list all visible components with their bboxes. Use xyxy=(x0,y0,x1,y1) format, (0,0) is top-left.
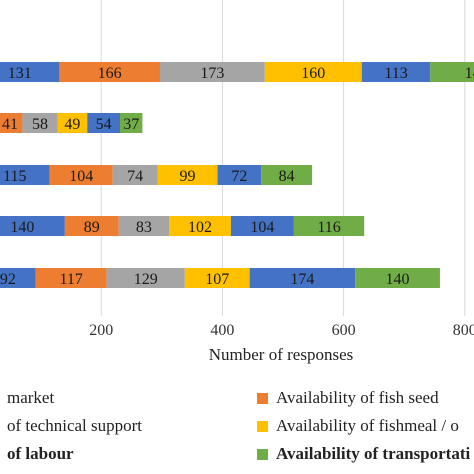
bar-segment xyxy=(217,165,262,185)
bar-segment xyxy=(430,62,474,82)
bar-segment xyxy=(261,165,313,185)
bar-segment xyxy=(87,113,120,133)
x-tick-label: 600 xyxy=(332,322,356,339)
bar-segment xyxy=(230,216,294,236)
data-label: 72 xyxy=(231,168,247,185)
legend-item-technical-support: of technical support xyxy=(0,416,142,436)
x-tick-label: 800 xyxy=(453,322,474,339)
legend-item-transportation: Availability of transportati xyxy=(257,444,470,464)
data-label: 131 xyxy=(8,65,32,82)
bar-segment xyxy=(0,216,65,236)
data-label: 99 xyxy=(180,168,196,185)
bar-segment xyxy=(293,216,365,236)
gridlines xyxy=(100,0,466,316)
bar-segment xyxy=(264,62,362,82)
legend-swatch xyxy=(257,420,268,432)
data-label: 84 xyxy=(279,168,295,185)
legend-label: market xyxy=(7,388,55,407)
bar-segment xyxy=(106,268,185,288)
bar-segment xyxy=(49,165,113,185)
data-label: 54 xyxy=(96,116,112,133)
data-label: 92 xyxy=(0,271,16,288)
data-label: 160 xyxy=(301,65,325,82)
bar-segment xyxy=(59,62,160,82)
data-label: 83 xyxy=(136,219,152,236)
data-label: 116 xyxy=(317,219,340,236)
bar-segment xyxy=(118,216,170,236)
bar-segment xyxy=(0,165,50,185)
bar-segment xyxy=(249,268,356,288)
legend-label: of technical support xyxy=(7,416,143,435)
bar-segment xyxy=(112,165,158,185)
bar-segment xyxy=(184,268,250,288)
x-axis-title: Number of responses xyxy=(209,345,353,364)
data-label: 49 xyxy=(64,116,80,133)
data-label: 14 xyxy=(465,65,474,82)
legend-label: of labour xyxy=(7,444,74,463)
data-label: 173 xyxy=(200,65,224,82)
legend-item-market: market xyxy=(0,388,54,408)
data-label: 89 xyxy=(84,219,100,236)
bars-group xyxy=(0,62,474,288)
data-label: 140 xyxy=(386,271,410,288)
data-label: 74 xyxy=(127,168,143,185)
bar-segment xyxy=(355,268,440,288)
data-label: 104 xyxy=(69,168,93,185)
bar-segment xyxy=(57,113,88,133)
legend-swatch xyxy=(257,448,268,460)
data-labels: 1311661731601131494158495437115104749972… xyxy=(0,65,474,288)
data-label: 37 xyxy=(123,116,139,133)
data-label: 117 xyxy=(59,271,82,288)
data-label: 174 xyxy=(290,271,314,288)
bar-segment xyxy=(157,165,218,185)
legend-label: Availability of fish seed xyxy=(276,388,439,407)
data-label: 107 xyxy=(205,271,229,288)
legend-item-labour: of labour xyxy=(0,444,74,464)
legend-item-fish-seed: Availability of fish seed xyxy=(257,388,439,408)
bar-segment xyxy=(0,62,60,82)
data-label: 41 xyxy=(2,116,18,133)
data-label: 113 xyxy=(384,65,407,82)
legend-item-fishmeal: Availability of fishmeal / o xyxy=(257,416,459,436)
bar-segment xyxy=(159,62,265,82)
x-tick-label: 200 xyxy=(89,322,113,339)
stacked-bar-chart: 1311661731601131494158495437115104749972… xyxy=(0,0,474,364)
data-label: 166 xyxy=(98,65,122,82)
bar-segment xyxy=(0,268,36,288)
bar-segment xyxy=(64,216,119,236)
x-tick-label: 400 xyxy=(210,322,234,339)
bar-segment xyxy=(35,268,107,288)
bar-segment xyxy=(361,62,431,82)
data-label: 58 xyxy=(32,116,48,133)
x-tick-labels: 200 400 600 800 xyxy=(89,322,474,339)
data-label: 104 xyxy=(250,219,274,236)
bar-segment xyxy=(0,113,23,133)
bar-segment xyxy=(22,113,58,133)
data-label: 115 xyxy=(3,168,26,185)
data-label: 102 xyxy=(188,219,212,236)
legend-label: Availability of transportati xyxy=(276,444,471,463)
data-label: 129 xyxy=(134,271,158,288)
legend-label: Availability of fishmeal / o xyxy=(276,416,459,435)
bar-segment xyxy=(119,113,143,133)
data-label: 140 xyxy=(10,219,34,236)
legend: market Availability of fish seed of tech… xyxy=(0,378,474,474)
legend-swatch xyxy=(257,392,268,404)
bar-segment xyxy=(169,216,231,236)
